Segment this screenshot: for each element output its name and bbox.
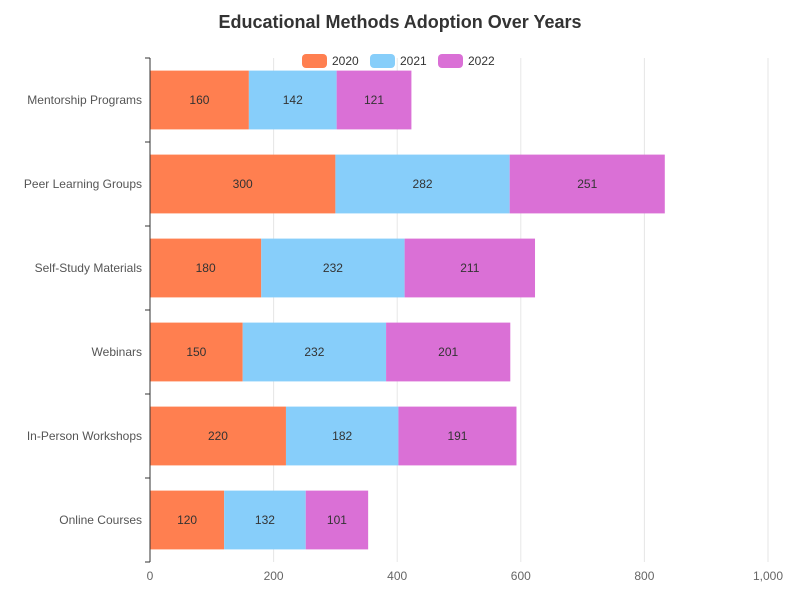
legend-item[interactable]: 2021 [370, 54, 427, 68]
bar-segment [335, 154, 510, 214]
bar-value-label: 211 [460, 261, 479, 275]
legend-label: 2020 [332, 54, 359, 68]
x-tick-label: 1,000 [753, 569, 783, 583]
legend-item[interactable]: 2022 [438, 54, 495, 68]
bar-value-label: 232 [304, 345, 324, 359]
bar-value-label: 121 [364, 93, 384, 107]
y-axis: Mentorship Programs Peer Learning Groups S… [24, 57, 151, 563]
bar-value-label: 282 [413, 177, 433, 191]
legend[interactable]: 2020 2021 2022 [302, 54, 495, 68]
x-tick-label: 800 [634, 569, 654, 583]
bar-value-label: 251 [577, 177, 597, 191]
bar-value-label: 142 [283, 93, 303, 107]
bar-segment [398, 406, 517, 466]
bar-value-label: 232 [323, 261, 343, 275]
bar-segment [150, 154, 336, 214]
category-label: Mentorship Programs [27, 93, 142, 107]
x-tick-label: 0 [147, 569, 154, 583]
bar-value-label: 101 [327, 513, 347, 527]
bar-segment [224, 490, 306, 550]
bar-segment [336, 70, 412, 130]
bar-value-label: 160 [189, 93, 209, 107]
grid-lines [273, 58, 769, 562]
bar-segment [285, 406, 399, 466]
bar-segment [242, 322, 387, 382]
bars: 160 142 121 300 282 251 180 232 211 150 232 201 220 1… [150, 70, 665, 550]
legend-swatch [370, 54, 395, 68]
x-tick-label: 200 [264, 569, 284, 583]
bar-segment [305, 490, 369, 550]
bar-value-label: 182 [332, 429, 352, 443]
bar-segment [509, 154, 665, 214]
category-label: Peer Learning Groups [24, 177, 142, 191]
category-label: Self-Study Materials [35, 261, 142, 275]
chart-title: Educational Methods Adoption Over Years [218, 12, 581, 32]
bar-value-label: 150 [186, 345, 206, 359]
bar-segment [150, 70, 249, 130]
x-tick-label: 600 [511, 569, 531, 583]
category-label: In-Person Workshops [27, 429, 142, 443]
bar-value-label: 201 [438, 345, 458, 359]
legend-swatch [438, 54, 463, 68]
bar-segment [404, 238, 536, 298]
bar-segment [386, 322, 511, 382]
bar-segment [261, 238, 405, 298]
bar-value-label: 300 [233, 177, 253, 191]
legend-label: 2022 [468, 54, 495, 68]
bar-value-label: 132 [255, 513, 275, 527]
bar-segment [150, 490, 225, 550]
bar-value-label: 180 [196, 261, 216, 275]
bar-segment [150, 322, 243, 382]
legend-swatch [302, 54, 327, 68]
category-label: Webinars [92, 345, 142, 359]
bar-segment [150, 406, 286, 466]
bar-segment [248, 70, 337, 130]
x-tick-label: 400 [387, 569, 407, 583]
bar-value-label: 191 [447, 429, 467, 443]
bar-value-label: 220 [208, 429, 228, 443]
bar-value-label: 120 [177, 513, 197, 527]
legend-label: 2021 [400, 54, 427, 68]
category-label: Online Courses [59, 513, 142, 527]
legend-item[interactable]: 2020 [302, 54, 359, 68]
x-axis: 0 200 400 600 800 1,000 [147, 569, 784, 583]
bar-segment [150, 238, 262, 298]
